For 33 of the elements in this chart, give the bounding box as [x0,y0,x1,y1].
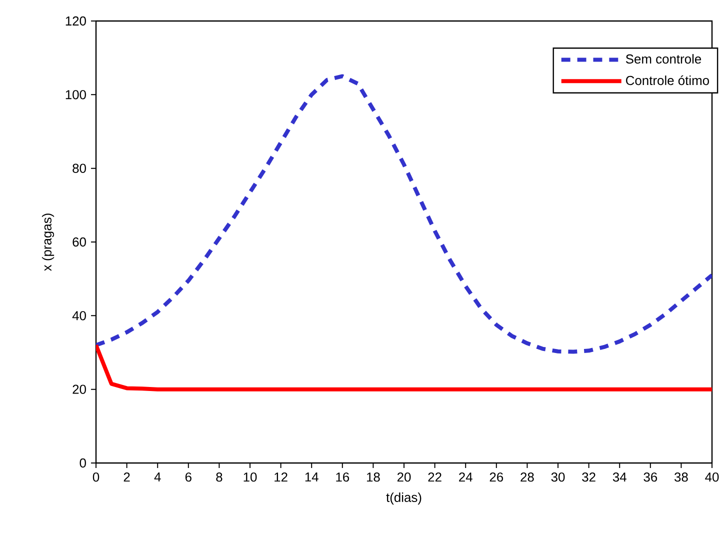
x-tick-label: 8 [216,472,222,482]
x-tick-label: 32 [582,472,596,482]
x-tick-label: 20 [397,472,411,482]
x-tick-label: 30 [551,472,565,482]
y-tick-label: 0 [80,458,86,468]
x-tick-label: 40 [705,472,719,482]
x-tick-label: 24 [459,472,472,482]
x-tick-label: 28 [520,472,534,482]
x-tick-label: 4 [154,472,161,482]
x-tick-label: 14 [305,472,318,482]
x-tick-label: 18 [366,472,380,482]
x-tick-label: 10 [244,472,257,482]
legend-label: Sem controle [626,54,702,64]
x-tick-label: 34 [612,472,626,482]
x-tick-label: 2 [124,472,130,482]
y-tick-label: 100 [66,90,86,100]
y-tick-label: 120 [66,16,86,26]
y-tick-label: 20 [72,384,86,394]
legend-label: Controle ótimo [626,75,709,86]
y-tick-label: 40 [72,311,86,320]
y-tick-label: 60 [72,237,86,247]
x-tick-label: 22 [428,472,442,482]
y-tick-label: 80 [72,164,86,173]
y-axis-title: x (pragas) [42,214,54,271]
x-tick-label: 0 [92,472,100,482]
x-tick-label: 16 [336,472,350,482]
x-tick-label: 12 [274,472,288,482]
x-tick-label: 6 [185,472,192,482]
x-tick-label: 38 [674,472,688,482]
x-tick-label: 26 [490,472,504,482]
x-tick-label: 36 [644,472,658,482]
x-axis-title: t(dias) [386,492,422,505]
line-series [96,74,712,354]
